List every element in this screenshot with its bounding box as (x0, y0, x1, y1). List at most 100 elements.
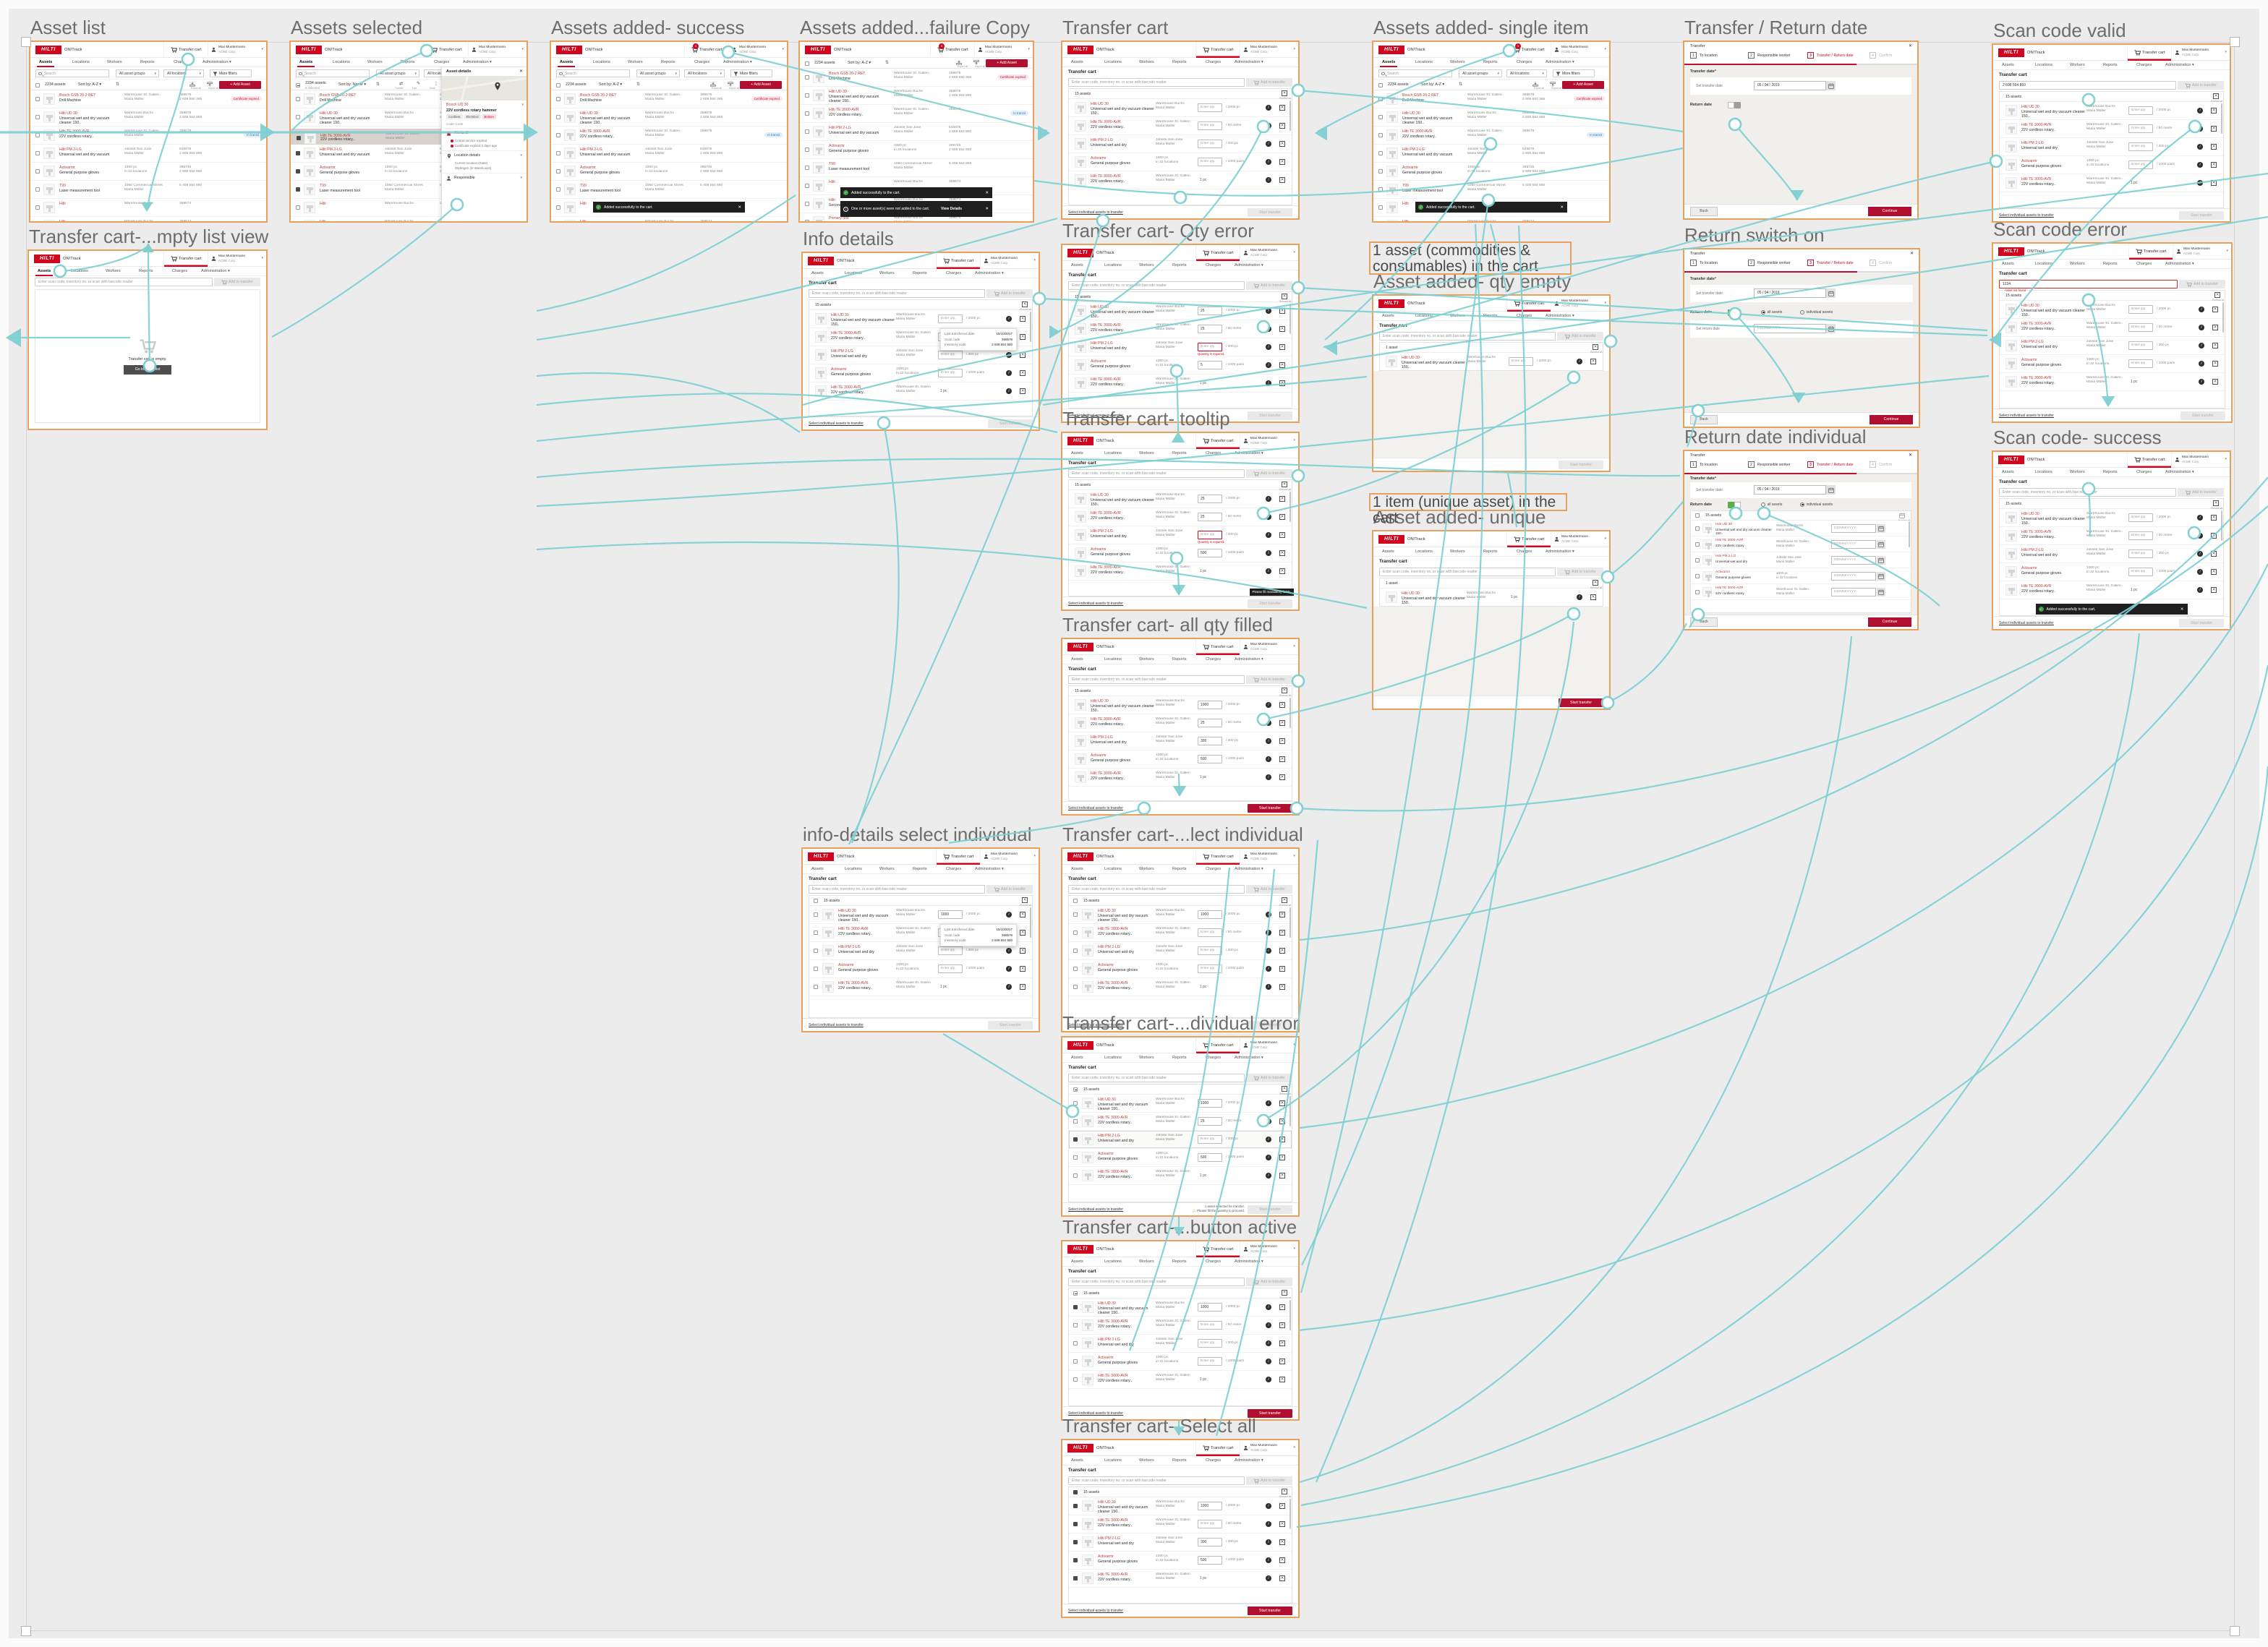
remove-all-icon[interactable]: ✕ (1282, 294, 1287, 299)
info-icon[interactable]: i (1266, 1503, 1271, 1509)
cart-row[interactable]: Hilti UD 30 Universal wet and dry vacuum … (1069, 302, 1292, 320)
scan-input[interactable]: Enter scan code, inventory no. or scan w… (1379, 568, 1556, 576)
tab-workers[interactable]: Workers (1139, 263, 1154, 268)
row-checkbox[interactable] (35, 133, 40, 137)
scrollbar[interactable] (1289, 492, 1291, 522)
remove-icon[interactable]: ✕ (1279, 948, 1285, 954)
remove-icon[interactable]: ✕ (2211, 587, 2217, 593)
user-menu[interactable]: Max Mustermann ACME Corp. ▾ (1553, 297, 1606, 310)
tab-assets[interactable]: Assets (2002, 63, 2014, 67)
row-checkbox[interactable] (35, 205, 40, 210)
remove-icon[interactable]: ✕ (2212, 361, 2218, 367)
cart-row[interactable]: Hilti UD 30 Universal wet and dry vacuum … (2000, 509, 2223, 527)
row-checkbox[interactable] (1695, 574, 1700, 578)
asset-row[interactable]: Hilti PM 2-LG Universal wet and dry vacuu… (1373, 145, 1609, 163)
tab-locations[interactable]: Locations (1415, 60, 1433, 64)
user-menu[interactable]: Max Mustermann ACME Corp. ▾ (210, 252, 263, 265)
header-transfer-cart[interactable]: Transfer cart (2127, 45, 2172, 61)
tab-reports[interactable]: Reports (1172, 1259, 1187, 1264)
header-transfer-cart[interactable]: Transfer cart (424, 42, 469, 58)
action-transfer-icon[interactable]: ⇄ (399, 81, 404, 86)
scan-input[interactable]: Enter scan code, inventory no. or scan w… (1068, 469, 1245, 478)
cart-row[interactable]: Hilti TE 3000-AVR 22V cordless rotary.. Wa… (1069, 562, 1292, 581)
row-checkbox[interactable] (1073, 985, 1078, 989)
select-individual-link[interactable]: Select individual assets to transfer (1068, 1023, 1123, 1027)
add-to-transfer-button[interactable]: Add to transfer (1246, 1074, 1292, 1082)
toast-close-icon[interactable]: ✕ (2180, 607, 2184, 612)
add-to-transfer-button[interactable]: Add to transfer (1246, 675, 1292, 684)
info-icon[interactable]: i (1006, 316, 1012, 322)
info-icon[interactable]: i (1266, 1137, 1271, 1142)
row-checkbox[interactable] (297, 136, 301, 140)
remove-icon[interactable]: ✕ (1279, 1340, 1285, 1346)
info-icon[interactable]: i (1266, 1100, 1271, 1106)
tab-administration[interactable]: Administration ▾ (1235, 1259, 1263, 1264)
cart-row[interactable]: Hilti PM 2-LG Universal wet and dry Jobsit… (2000, 545, 2223, 563)
select-individual-link[interactable]: Select individual assets to transfer (1068, 602, 1123, 606)
frame-title[interactable]: Transfer cart- all qty filled (1062, 614, 1273, 636)
asset-row[interactable]: Activarmr General purpose gloves 1000 pc in… (551, 163, 787, 181)
qty-input[interactable]: Enter qty. (2128, 341, 2153, 350)
remove-icon[interactable]: ✕ (2212, 325, 2218, 330)
radio-all-assets[interactable]: all assets (1761, 309, 1782, 315)
tab-assets[interactable]: Assets (2002, 262, 2014, 266)
remove-icon[interactable]: ✕ (1020, 388, 1026, 394)
info-icon[interactable]: i (1266, 141, 1271, 147)
select-all-checkbox[interactable] (805, 61, 809, 66)
remove-icon[interactable]: ✕ (2211, 551, 2217, 557)
tab-locations[interactable]: Locations (1104, 451, 1122, 455)
remove-icon[interactable]: ✕ (2211, 144, 2217, 150)
info-icon[interactable]: i (1266, 774, 1271, 780)
radio-individual-assets[interactable]: individual assets (1800, 502, 1833, 507)
cart-row[interactable]: Hilti TE 3000-AVR 22V cordless rotary.. Wa… (1069, 1515, 1292, 1533)
remove-icon[interactable]: ✕ (1590, 594, 1596, 600)
qty-input[interactable]: Enter qty. (2128, 305, 2153, 314)
user-menu[interactable]: Max Mustermann ACME Corp. ▾ (1242, 1039, 1295, 1052)
add-to-transfer-button[interactable]: Add to transfer (1246, 1476, 1292, 1485)
remove-icon[interactable]: ✕ (1279, 1521, 1285, 1527)
cart-row[interactable]: Hilti TE 3000-AVR 22V cordless rotary.. Wa… (2000, 581, 2223, 599)
asset-row[interactable]: Bosch GSB 20-2 RET Drill Machine Warehouse… (551, 90, 787, 108)
qty-input[interactable]: Enter qty. (938, 964, 963, 973)
remove-icon[interactable]: ✕ (1279, 177, 1285, 183)
scan-input[interactable]: Enter scan code, inventory no. or scan w… (809, 885, 985, 894)
frame-title[interactable]: Assets selected (291, 17, 423, 38)
remove-icon[interactable]: ✕ (2211, 126, 2217, 132)
tab-reports[interactable]: Reports (401, 60, 415, 64)
back-button[interactable]: Back (1690, 207, 1718, 216)
qty-input[interactable]: Enter qty. (1198, 140, 1222, 148)
tab-administration[interactable]: Administration ▾ (1235, 1056, 1263, 1060)
user-menu[interactable]: Max Mustermann ACME Corp. ▾ (730, 43, 784, 56)
row-checkbox[interactable] (805, 147, 809, 152)
asset-row[interactable]: T99 Laser measurement tool 1050 Commercial… (800, 159, 1033, 177)
qty-input[interactable]: Enter qty. (2128, 513, 2153, 522)
frame-title[interactable]: Asset list (30, 17, 106, 38)
row-checkbox[interactable] (814, 967, 818, 971)
scan-input[interactable]: Enter scan code, inventory no. or scan w… (1068, 1074, 1245, 1082)
scan-input-filled[interactable]: 2 608 554 860 (1999, 81, 2176, 90)
remove-icon[interactable]: ✕ (1279, 1137, 1285, 1142)
qty-input[interactable]: Enter qty. (2128, 124, 2153, 133)
select-individual-link[interactable]: Select individual assets to transfer (1068, 1207, 1123, 1212)
locations-filter[interactable]: All locations (1506, 69, 1547, 77)
continue-button[interactable]: Continue (1868, 207, 1911, 216)
cart-row[interactable]: Hilti PM 2-LG Universal wet and dry Jobsit… (1069, 135, 1292, 153)
calendar-button[interactable] (1826, 288, 1836, 298)
continue-button[interactable]: Continue (1868, 617, 1911, 627)
tab-charges[interactable]: Charges (2136, 63, 2152, 67)
alerts-row[interactable]: Alerts: 2 ▾ (446, 131, 524, 137)
radio-individual-assets[interactable]: individual assets (1800, 309, 1833, 315)
tab-locations[interactable]: Locations (1104, 263, 1122, 268)
row-checkbox[interactable] (556, 169, 560, 174)
remove-icon[interactable]: ✕ (1279, 380, 1285, 386)
start-transfer-button[interactable]: Start transfer (1248, 1607, 1292, 1615)
tab-charges[interactable]: Charges (1206, 1458, 1222, 1463)
remove-all-icon[interactable]: ✕ (1022, 897, 1028, 903)
cart-row[interactable]: Hilti TE 3000-AVR 22V cordless rotary.. Wa… (1069, 1371, 1292, 1389)
scrollbar[interactable] (2220, 103, 2222, 134)
tab-charges[interactable]: Charges (1517, 314, 1532, 318)
remove-all-icon[interactable]: ✕ (1282, 1290, 1287, 1296)
user-menu[interactable]: Max Mustermann ACME Corp. ▾ (1242, 1243, 1295, 1256)
remove-all-icon[interactable]: ✕ (1282, 688, 1287, 693)
return-date-row-item[interactable]: Activarmr General purpose gloves 1000 pc in… (1691, 568, 1911, 584)
